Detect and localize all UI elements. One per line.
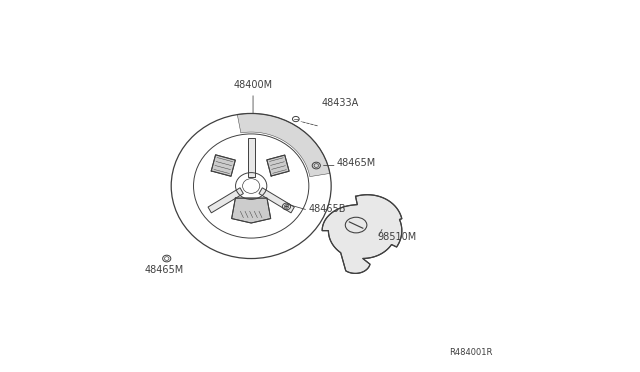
Text: 48465B: 48465B (308, 204, 346, 214)
Ellipse shape (285, 205, 288, 208)
Text: 48465M: 48465M (337, 157, 376, 167)
Text: R484001R: R484001R (450, 348, 493, 357)
Polygon shape (237, 113, 330, 177)
Polygon shape (208, 188, 243, 213)
Polygon shape (248, 138, 255, 177)
Polygon shape (267, 155, 289, 176)
Text: 48465M: 48465M (144, 264, 184, 275)
Polygon shape (211, 155, 236, 176)
Polygon shape (259, 188, 294, 213)
Text: 98510M: 98510M (378, 232, 417, 242)
Polygon shape (322, 195, 402, 273)
Text: 48400M: 48400M (234, 80, 273, 90)
Polygon shape (232, 198, 271, 223)
Text: 48433A: 48433A (322, 98, 359, 108)
